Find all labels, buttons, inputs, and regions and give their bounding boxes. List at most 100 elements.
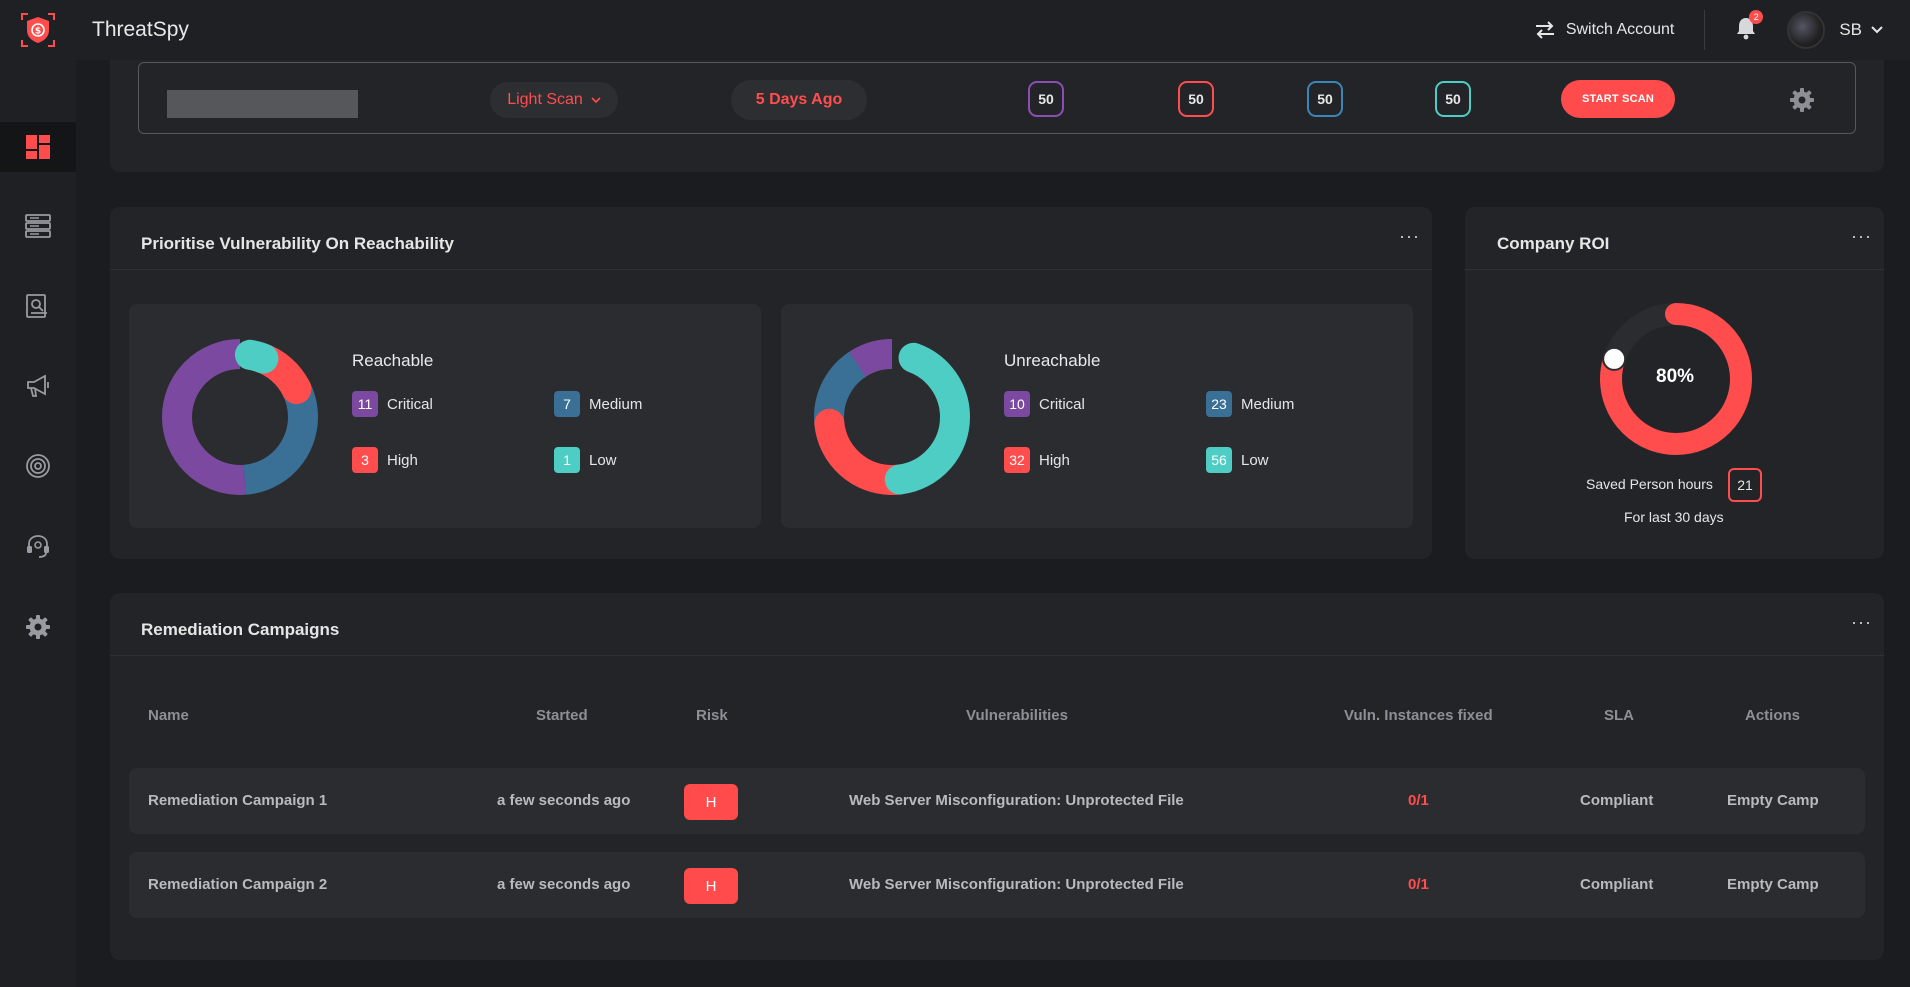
campaign-vulnerability: Web Server Misconfiguration: Unprotected…: [849, 876, 1184, 893]
target-input[interactable]: [167, 90, 358, 118]
more-options-button[interactable]: ···: [1399, 226, 1420, 246]
legend-high: 32 High: [1004, 447, 1070, 473]
column-header-actions[interactable]: Actions: [1745, 707, 1801, 724]
high-count: 32: [1004, 447, 1030, 473]
risk-badge: H: [684, 868, 738, 904]
column-header-started[interactable]: Started: [536, 707, 588, 724]
legend-label: Low: [1241, 451, 1269, 469]
critical-count: 11: [352, 391, 378, 417]
shield-logo-icon: $: [21, 13, 55, 47]
campaign-started: a few seconds ago: [497, 792, 631, 809]
column-header-sla[interactable]: SLA: [1604, 707, 1634, 724]
panel-title: Company ROI: [1497, 234, 1610, 253]
table-row[interactable]: [129, 768, 1865, 834]
legend-low: 56 Low: [1206, 447, 1269, 473]
campaign-name[interactable]: Remediation Campaign 1: [148, 792, 328, 809]
sidebar-item-settings[interactable]: [0, 602, 76, 652]
roi-period: For last 30 days: [1624, 509, 1724, 525]
start-scan-button[interactable]: START SCAN: [1561, 80, 1675, 118]
column-header-instances-fixed[interactable]: Vuln. Instances fixed: [1344, 707, 1493, 724]
report-search-icon: [26, 294, 47, 318]
campaign-vulnerability: Web Server Misconfiguration: Unprotected…: [849, 792, 1184, 809]
count-medium: 50: [1307, 81, 1343, 117]
avatar[interactable]: [1787, 11, 1826, 49]
switch-account-label: Switch Account: [1565, 21, 1675, 38]
scan-type-dropdown[interactable]: Light Scan: [490, 82, 618, 118]
scan-panel: Light Scan 5 Days Ago 50 50 50 50 START …: [110, 60, 1884, 172]
header-divider: [1704, 10, 1706, 50]
high-count: 3: [352, 447, 378, 473]
sidebar-item-campaigns[interactable]: [0, 361, 76, 411]
chevron-down-icon: [591, 96, 601, 103]
reachable-donut: [162, 339, 318, 495]
sidebar-item-reports[interactable]: [0, 281, 76, 331]
legend-critical: 11 Critical: [352, 391, 433, 417]
support-headset-icon: [27, 535, 49, 558]
unreachable-label: Unreachable: [1004, 351, 1101, 370]
unreachable-donut: [814, 339, 970, 495]
vulnerability-panel: Prioritise Vulnerability On Reachability…: [110, 207, 1432, 559]
row-action[interactable]: Empty Camp: [1727, 792, 1819, 809]
last-scan-label: 5 Days Ago: [755, 91, 843, 108]
swap-arrows-icon: [1535, 21, 1554, 39]
risk-badge: H: [684, 784, 738, 820]
legend-critical: 10 Critical: [1004, 391, 1085, 417]
row-action[interactable]: Empty Camp: [1727, 876, 1819, 893]
panel-title: Prioritise Vulnerability On Reachability: [141, 234, 455, 253]
low-count: 1: [554, 447, 580, 473]
sidebar-item-dashboard[interactable]: [0, 122, 76, 172]
legend-medium: 7 Medium: [554, 391, 642, 417]
legend-label: Critical: [387, 395, 433, 413]
scan-settings-gear-icon[interactable]: [1789, 87, 1815, 113]
count-critical: 50: [1028, 81, 1064, 117]
legend-high: 3 High: [352, 447, 418, 473]
sidebar-item-support[interactable]: [0, 521, 76, 571]
notifications-button[interactable]: 2: [1735, 9, 1764, 45]
count-low: 50: [1435, 81, 1471, 117]
sidebar-item-assets[interactable]: [0, 201, 76, 251]
more-options-button[interactable]: ···: [1851, 226, 1872, 246]
reachable-label: Reachable: [352, 351, 434, 370]
sla-status: Compliant: [1580, 792, 1654, 809]
medium-count: 7: [554, 391, 580, 417]
dashboard-icon: [26, 135, 50, 159]
saved-hours-value: 21: [1728, 468, 1762, 502]
sidebar-item-targets[interactable]: [0, 441, 76, 491]
target-icon: [26, 454, 50, 478]
column-header-name[interactable]: Name: [148, 707, 189, 724]
campaign-name[interactable]: Remediation Campaign 2: [148, 876, 328, 893]
megaphone-icon: [27, 374, 49, 397]
table-row[interactable]: [129, 852, 1865, 918]
scan-bar: Light Scan 5 Days Ago 50 50 50 50 START …: [138, 62, 1856, 134]
user-initials[interactable]: SB: [1839, 20, 1862, 39]
switch-account-button[interactable]: Switch Account: [1534, 21, 1675, 39]
divider: [110, 655, 1884, 656]
column-header-risk[interactable]: Risk: [696, 707, 728, 724]
column-header-vulnerabilities[interactable]: Vulnerabilities: [966, 707, 1068, 724]
medium-count: 23: [1206, 391, 1232, 417]
legend-label: Medium: [589, 395, 643, 413]
sla-status: Compliant: [1580, 876, 1654, 893]
legend-label: Low: [589, 451, 617, 469]
campaign-started: a few seconds ago: [497, 876, 631, 893]
critical-count: 10: [1004, 391, 1030, 417]
divider: [110, 269, 1432, 270]
app-title: ThreatSpy: [92, 18, 189, 41]
app-logo[interactable]: $: [0, 0, 76, 60]
legend-label: High: [1039, 451, 1070, 469]
more-options-button[interactable]: ···: [1851, 612, 1872, 632]
gear-icon: [26, 615, 50, 639]
scan-type-label: Light Scan: [507, 91, 583, 108]
notification-count-badge: 2: [1749, 9, 1764, 24]
svg-text:$: $: [35, 27, 41, 37]
roi-percent: 80%: [1656, 366, 1695, 387]
instances-fixed: 0/1: [1408, 792, 1429, 809]
reachable-card: Reachable 11 Critical 7 Medium 3 High 1 …: [129, 304, 761, 528]
panel-title: Remediation Campaigns: [141, 620, 340, 639]
roi-gauge: [1600, 303, 1752, 455]
saved-hours-label: Saved Person hours: [1586, 476, 1713, 492]
low-count: 56: [1206, 447, 1232, 473]
server-icon: [25, 214, 51, 238]
sidebar: [0, 60, 76, 987]
chevron-down-icon[interactable]: [1870, 25, 1884, 35]
